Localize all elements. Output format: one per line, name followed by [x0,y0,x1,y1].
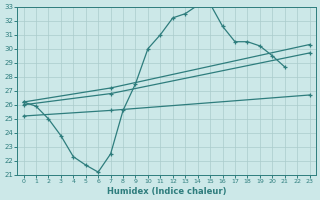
X-axis label: Humidex (Indice chaleur): Humidex (Indice chaleur) [107,187,226,196]
